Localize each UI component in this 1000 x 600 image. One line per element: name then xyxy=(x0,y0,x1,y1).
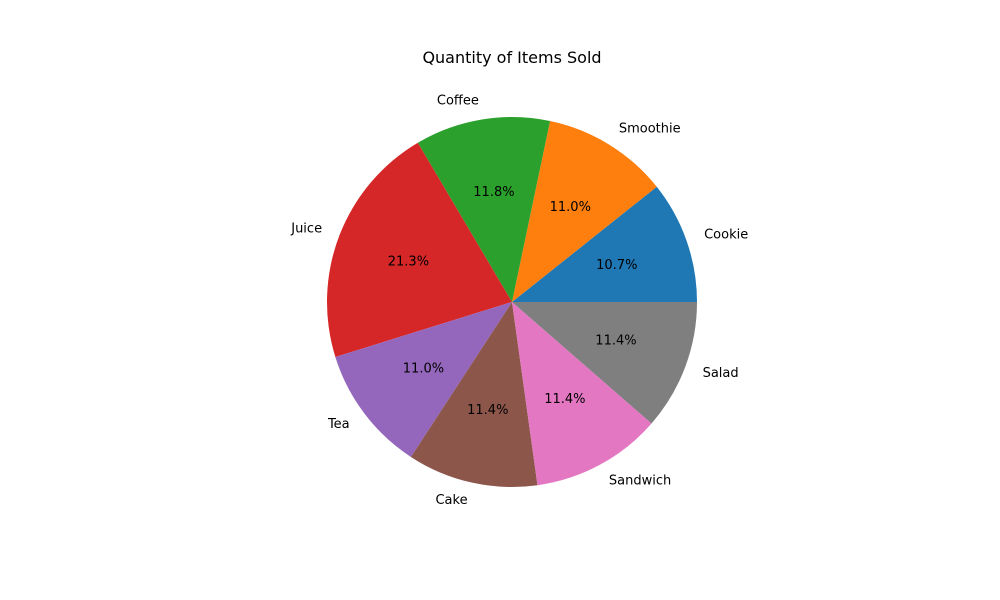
slice-label-tea: Tea xyxy=(327,417,350,432)
pie-slice-cookie xyxy=(512,186,697,302)
slice-percent-sandwich: 11.4% xyxy=(544,392,585,407)
slice-percent-tea: 11.0% xyxy=(403,361,444,376)
slice-percent-salad: 11.4% xyxy=(595,333,636,348)
slice-label-salad: Salad xyxy=(703,366,739,381)
slice-label-sandwich: Sandwich xyxy=(609,473,671,488)
slice-label-juice: Juice xyxy=(290,221,322,236)
slice-label-cake: Cake xyxy=(435,493,467,508)
slice-percent-cookie: 10.7% xyxy=(596,258,637,273)
slice-percent-coffee: 11.8% xyxy=(473,185,514,200)
slice-label-smoothie: Smoothie xyxy=(619,121,681,136)
pie-slice-salad xyxy=(512,302,697,424)
slice-label-cookie: Cookie xyxy=(704,227,748,242)
pie-slice-cake xyxy=(410,302,538,487)
chart-title: Quantity of Items Sold xyxy=(422,48,601,67)
pie-slice-sandwich xyxy=(512,302,652,486)
pie-labels: Cookie 10.7% Smoothie 11.0% Coffee 11.8% Juice… xyxy=(290,94,748,508)
pie-slices xyxy=(327,116,697,487)
pie-slice-coffee xyxy=(417,116,551,302)
pie-slice-smoothie xyxy=(512,120,657,303)
slice-percent-juice: 21.3% xyxy=(388,255,429,270)
slice-percent-cake: 11.4% xyxy=(467,403,508,418)
slice-percent-smoothie: 11.0% xyxy=(550,200,591,215)
slice-label-coffee: Coffee xyxy=(437,94,479,109)
pie-slice-juice xyxy=(327,142,512,357)
pie-slice-tea xyxy=(335,302,512,457)
